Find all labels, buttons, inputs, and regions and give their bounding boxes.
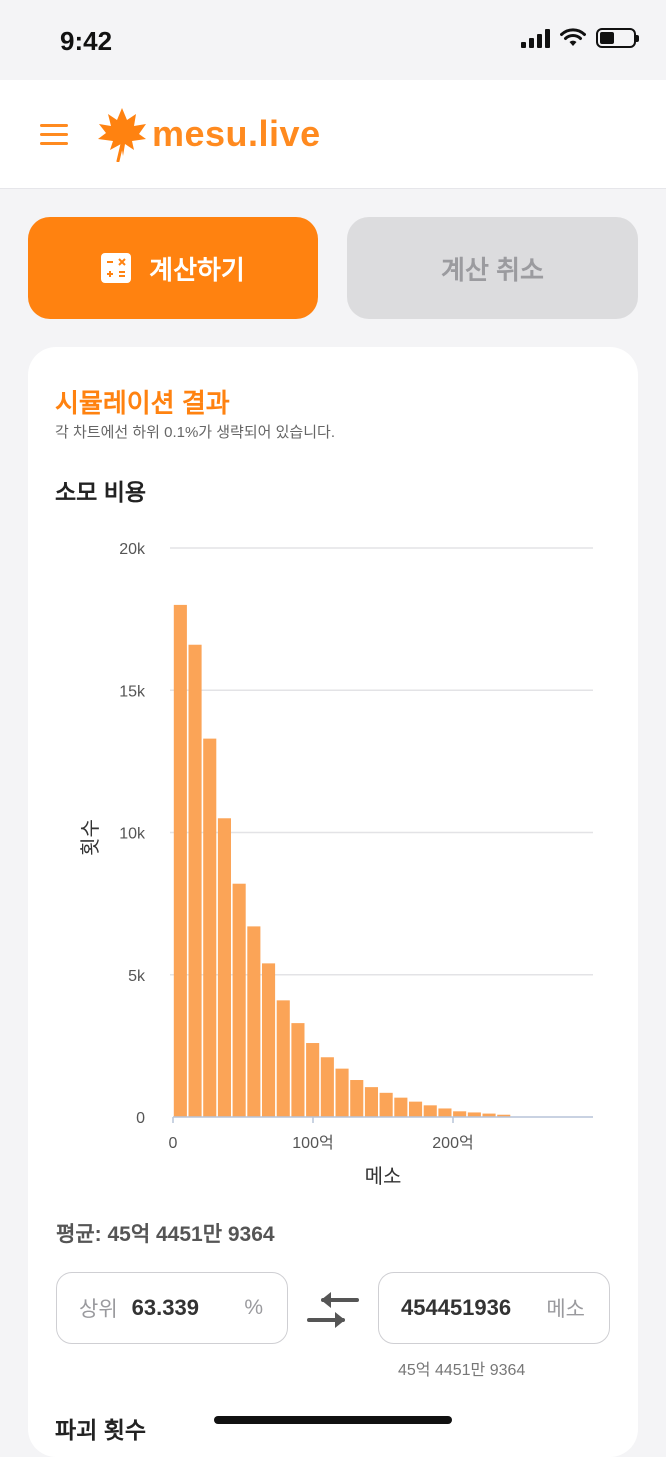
calculate-button[interactable]: 계산하기 xyxy=(28,217,318,319)
y-tick-label: 0 xyxy=(136,1110,145,1127)
meso-value: 454451936 xyxy=(401,1295,512,1320)
battery-icon xyxy=(596,28,639,48)
calculator-icon xyxy=(101,253,132,283)
x-axis-label: 메소 xyxy=(365,1165,402,1188)
histogram-bar xyxy=(438,1108,452,1117)
calculate-button-label: 계산하기 xyxy=(149,254,245,285)
logo[interactable]: mesu.live xyxy=(96,106,321,162)
meso-suffix: 메소 xyxy=(546,1298,585,1321)
histogram-bar xyxy=(453,1111,467,1117)
x-tick-label: 200억 xyxy=(432,1134,473,1152)
meso-readable-text: 45억 4451만 9364 xyxy=(398,1362,526,1379)
result-subtitle: 각 차트에선 하위 0.1%가 생략되어 있습니다. xyxy=(55,424,335,441)
destroy-section-title: 파괴 횟수 xyxy=(55,1417,147,1443)
meso-input[interactable]: 454451936 메소 xyxy=(378,1272,610,1344)
histogram-bar xyxy=(262,963,276,1117)
histogram-bar xyxy=(482,1113,496,1117)
histogram-bar xyxy=(335,1068,349,1117)
swap-arrows-icon[interactable] xyxy=(305,1290,361,1330)
percentile-input[interactable]: 상위 63.339 % xyxy=(56,1272,288,1344)
x-tick-label: 0 xyxy=(169,1135,178,1152)
y-tick-label: 10k xyxy=(119,826,146,843)
histogram-bar xyxy=(409,1101,423,1117)
y-tick-label: 20k xyxy=(119,541,146,558)
cost-section-title: 소모 비용 xyxy=(55,479,147,505)
percentile-prefix: 상위 xyxy=(79,1298,118,1321)
histogram-bar xyxy=(276,1000,290,1117)
histogram-bar xyxy=(173,604,187,1117)
x-tick-label: 100억 xyxy=(292,1134,333,1152)
y-tick-label: 5k xyxy=(128,968,146,985)
home-indicator xyxy=(214,1416,452,1424)
histogram-bar xyxy=(291,1023,305,1117)
mean-cost-text: 평균: 45억 4451만 9364 xyxy=(56,1223,275,1246)
histogram-bar xyxy=(232,883,246,1117)
maple-leaf-icon xyxy=(98,108,146,162)
histogram-bar xyxy=(217,818,231,1117)
y-tick-label: 15k xyxy=(119,683,146,700)
status-icons xyxy=(521,28,639,48)
histogram-bar xyxy=(379,1092,393,1117)
percentile-suffix: % xyxy=(244,1296,263,1319)
histogram-bar xyxy=(394,1097,408,1117)
histogram-bar xyxy=(423,1105,437,1117)
histogram-bar xyxy=(497,1114,511,1117)
menu-icon[interactable] xyxy=(40,124,68,146)
cancel-button-label: 계산 취소 xyxy=(441,254,544,285)
histogram-bar xyxy=(306,1043,320,1117)
histogram-bar xyxy=(188,644,202,1117)
histogram-bar xyxy=(467,1112,481,1117)
percentile-value: 63.339 xyxy=(131,1295,199,1320)
logo-text: mesu.live xyxy=(152,113,321,154)
y-axis-label: 횟수 xyxy=(79,819,102,856)
status-bar: 9:42 xyxy=(0,0,666,80)
status-time: 9:42 xyxy=(60,26,113,56)
histogram-bar xyxy=(364,1087,378,1117)
wifi-icon xyxy=(560,28,586,46)
histogram-bar xyxy=(247,926,261,1117)
histogram-bar xyxy=(320,1057,334,1117)
app-header: mesu.live xyxy=(0,80,666,189)
cellular-signal-icon xyxy=(521,28,550,48)
cancel-calculation-button[interactable]: 계산 취소 xyxy=(347,217,638,319)
histogram-bar xyxy=(203,738,217,1117)
histogram-bar xyxy=(350,1080,364,1117)
result-title: 시뮬레이션 결과 xyxy=(55,388,230,418)
